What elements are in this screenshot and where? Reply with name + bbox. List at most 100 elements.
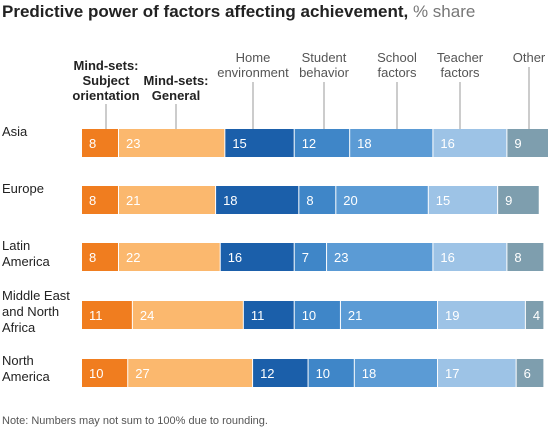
category-label-line: Asia (2, 124, 28, 139)
row-latin-america: Latin America 8 22 16 7 23 16 8 (2, 238, 544, 271)
bar-segment (82, 129, 118, 157)
data-label: 12 (260, 366, 274, 381)
chart-title: Predictive power of factors affecting ac… (2, 2, 475, 22)
bar-segment (498, 186, 539, 214)
category-label-line: and North (2, 304, 59, 319)
bar-segment (82, 243, 118, 271)
category-label-line: America (2, 254, 50, 269)
bar-segment (507, 243, 544, 271)
category-label: Europe (2, 181, 44, 196)
header-connectors (105, 67, 530, 129)
header-line: Home (236, 50, 271, 65)
data-label: 10 (89, 366, 103, 381)
bar-segment (128, 359, 253, 387)
data-label: 19 (445, 308, 459, 323)
data-label: 9 (514, 136, 521, 151)
category-label-line: Europe (2, 181, 44, 196)
header-mind-sets-general: Mind-sets: General (144, 73, 209, 103)
header-line: General (152, 88, 200, 103)
header-teacher-factors: Teacher factors (437, 50, 484, 80)
row-middle-east-and-north-africa: Middle East and North Africa 11 24 11 10 21 19 4 (2, 288, 544, 335)
row-asia: Asia 8 23 15 12 18 16 9 (2, 124, 548, 157)
data-label: 11 (251, 308, 264, 323)
category-label: Middle East and North Africa (2, 288, 70, 335)
data-label: 6 (524, 366, 531, 381)
bar-segment (118, 186, 216, 214)
category-label-line: Latin (2, 238, 30, 253)
category-label: North America (2, 353, 50, 384)
data-label: 7 (302, 250, 309, 265)
header-line: factors (377, 65, 417, 80)
header-line: orientation (72, 88, 139, 103)
header-line: Student (302, 50, 347, 65)
data-label: 24 (140, 308, 154, 323)
bar-segment (225, 129, 294, 157)
bar-segment (118, 129, 225, 157)
bar-segment (336, 186, 428, 214)
bar-segment (243, 301, 294, 329)
bar-segment (82, 301, 132, 329)
data-label: 15 (232, 136, 246, 151)
category-label: Asia (2, 124, 28, 139)
data-label: 8 (89, 136, 96, 151)
data-label: 18 (362, 366, 376, 381)
bar-segment (294, 129, 350, 157)
category-label-line: Middle East (2, 288, 70, 303)
bar-segment (507, 129, 548, 157)
bar-segment (350, 129, 433, 157)
data-label: 20 (343, 193, 357, 208)
bar-segment (216, 186, 299, 214)
data-label: 10 (316, 366, 330, 381)
bar-segment (132, 301, 243, 329)
header-other: Other (513, 50, 546, 65)
bar-segment (525, 301, 544, 329)
bar-segment (308, 359, 354, 387)
bar-segment (438, 359, 516, 387)
header-mind-sets-subject-orientation: Mind-sets: Subject orientation (72, 58, 139, 103)
data-label: 16 (440, 250, 454, 265)
bar-segment (118, 243, 220, 271)
header-line: Mind-sets: (144, 73, 209, 88)
header-line: Mind-sets: (74, 58, 139, 73)
header-line: Subject (83, 73, 131, 88)
data-label: 11 (89, 308, 103, 323)
footnote: Note: Numbers may not sum to 100% due to… (2, 415, 268, 427)
header-line: Other (513, 50, 546, 65)
bar-segment (294, 301, 340, 329)
header-line: Teacher (437, 50, 484, 65)
data-label: 8 (89, 250, 96, 265)
category-label-line: Africa (2, 320, 36, 335)
bar-segment (253, 359, 308, 387)
chart-title-unit: % share (412, 2, 476, 21)
header-home-environment: Home environment (217, 50, 289, 80)
category-label-line: North (2, 353, 34, 368)
data-label: 16 (440, 136, 454, 151)
data-label: 10 (302, 308, 316, 323)
data-label: 23 (334, 250, 348, 265)
data-label: 8 (89, 193, 96, 208)
bar-segment (327, 243, 433, 271)
data-label: 18 (357, 136, 371, 151)
bar-segment (220, 243, 294, 271)
header-line: behavior (299, 65, 350, 80)
bar-segment (438, 301, 525, 329)
data-label: 22 (126, 250, 140, 265)
row-europe: Europe 8 21 18 8 20 15 9 (2, 181, 539, 214)
data-label: 12 (302, 136, 316, 151)
chart-title-main: Predictive power of factors affecting ac… (2, 2, 409, 21)
bar-segment (82, 186, 118, 214)
header-line: School (377, 50, 417, 65)
data-label: 23 (126, 136, 140, 151)
bar-segment (428, 186, 498, 214)
bar-segment (82, 359, 128, 387)
bar-segment (340, 301, 438, 329)
bar-segment (354, 359, 438, 387)
category-label-line: America (2, 369, 50, 384)
data-label: 4 (533, 308, 540, 323)
data-label: 27 (135, 366, 149, 381)
header-line: factors (440, 65, 480, 80)
data-label: 21 (126, 193, 140, 208)
